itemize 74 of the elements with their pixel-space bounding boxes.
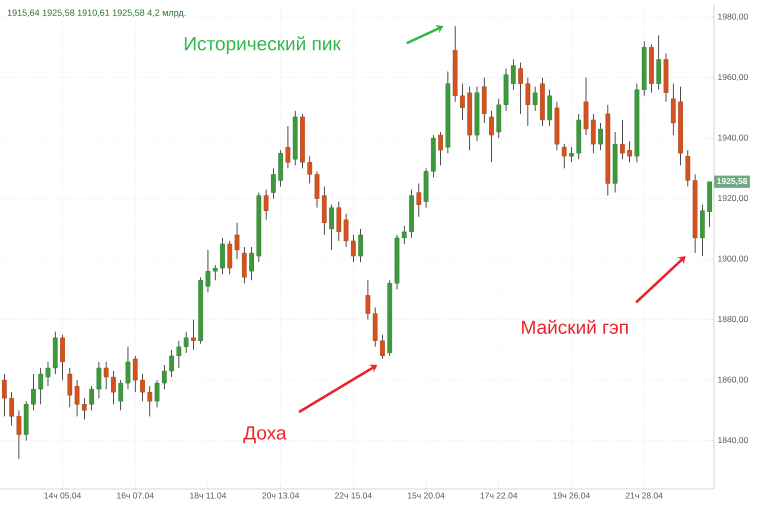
x-tick-label: 16ч 07.04 (117, 492, 154, 499)
y-tick-label: 1880,00 (718, 316, 748, 324)
candlestick (111, 370, 116, 405)
candlestick (569, 146, 574, 163)
candlestick (67, 368, 72, 408)
candlestick (271, 168, 276, 199)
candlestick (191, 319, 196, 350)
candlestick (147, 386, 152, 417)
candlestick (627, 140, 632, 163)
candlestick (350, 234, 356, 262)
candlestick (562, 144, 567, 169)
candlestick (460, 83, 465, 120)
candlestick (286, 126, 290, 169)
candlestick (169, 349, 174, 378)
candlestick (510, 59, 516, 90)
candlestick (154, 380, 160, 408)
candlestick (380, 334, 385, 360)
candlestick (118, 380, 124, 411)
annotation: Доха (243, 426, 287, 444)
candlestick (525, 77, 530, 126)
x-tick-label: 22ч 15.04 (335, 492, 372, 499)
candlestick (82, 398, 87, 420)
annotation: Исторический пик (184, 36, 341, 54)
candlestick (176, 340, 182, 368)
candlestick (31, 374, 36, 411)
candlestick (74, 380, 80, 417)
candlestick (598, 122, 603, 151)
x-tick-label: 21ч 28.04 (626, 492, 663, 499)
candlestick (489, 110, 494, 163)
chart-subtitle: 1915,64 1925,58 1910,61 1925,58 4,2 млрд. (8, 9, 186, 18)
candlestick (89, 386, 94, 411)
candlestick (212, 264, 218, 281)
candlestick (620, 120, 625, 160)
x-tick-label: 17ч 22.04 (480, 492, 518, 499)
candlestick (46, 362, 50, 386)
candlestick (126, 346, 130, 390)
candlestick (38, 368, 44, 405)
candlestick (162, 364, 167, 390)
candlestick (140, 374, 145, 402)
candlestick (132, 356, 138, 393)
x-tick-label: 15ч 20.04 (408, 492, 445, 499)
x-tick-label: 20ч 13.04 (262, 492, 300, 499)
x-tick-label: 18ч 11.04 (190, 492, 226, 499)
candlestick (2, 374, 7, 417)
candlestick (358, 228, 364, 262)
y-tick-label: 1960,00 (718, 74, 748, 82)
candlestick (264, 189, 268, 220)
y-tick-label: 1980,00 (718, 14, 748, 21)
candlestick (234, 222, 240, 260)
candlestick (329, 204, 334, 250)
y-tick-label: 1940,00 (718, 134, 748, 142)
candlestick (96, 362, 102, 399)
candlestick (249, 246, 254, 281)
candlestick (438, 132, 443, 166)
candlestick (184, 331, 189, 354)
candlestick (402, 225, 407, 244)
annotation: 1925,58 (717, 178, 748, 186)
candlestick (344, 213, 348, 248)
y-tick-label: 1920,00 (718, 195, 748, 202)
candlestick (416, 183, 422, 218)
candlestick (206, 250, 210, 293)
y-tick-label: 1900,00 (718, 256, 748, 263)
candlestick (518, 62, 523, 114)
candlestick (104, 362, 109, 390)
y-tick-label: 1840,00 (718, 437, 748, 444)
candlestick (307, 156, 312, 184)
candlestick (532, 86, 538, 112)
x-tick-label: 19ч 26.04 (553, 492, 590, 499)
candlestick (16, 410, 22, 460)
candlestick (366, 280, 370, 320)
candlestick (9, 392, 14, 426)
y-tick-label: 1860,00 (718, 376, 748, 384)
x-tick-label: 14ч 05.04 (44, 492, 82, 499)
annotation: Майский гэп (522, 320, 628, 334)
